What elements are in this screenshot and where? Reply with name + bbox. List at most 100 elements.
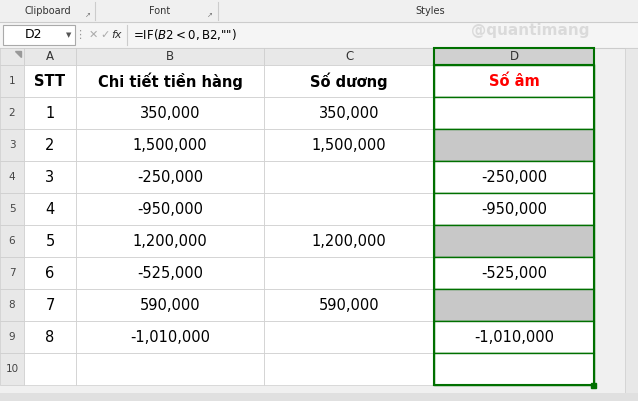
Text: 1,500,000: 1,500,000 — [312, 138, 387, 152]
Bar — [0, 225, 24, 257]
Text: Styles: Styles — [415, 6, 445, 16]
Bar — [0, 0, 638, 22]
Text: 1,500,000: 1,500,000 — [133, 138, 207, 152]
Text: -1,010,000: -1,010,000 — [474, 330, 554, 344]
Text: ↗: ↗ — [207, 12, 213, 18]
Bar — [0, 393, 638, 401]
Bar — [3, 25, 75, 45]
Text: 1: 1 — [45, 105, 55, 120]
Bar — [434, 353, 594, 385]
Bar — [0, 161, 24, 193]
Text: Chi tiết tiền hàng: Chi tiết tiền hàng — [98, 72, 242, 90]
Bar — [0, 353, 24, 385]
Bar — [0, 48, 24, 65]
Text: D: D — [509, 50, 519, 63]
Text: 9: 9 — [9, 332, 15, 342]
Text: -950,000: -950,000 — [481, 201, 547, 217]
Bar — [76, 225, 264, 257]
Bar — [0, 257, 24, 289]
Bar — [24, 225, 76, 257]
Bar — [24, 289, 76, 321]
Bar — [264, 353, 434, 385]
Text: ✕: ✕ — [88, 30, 98, 40]
Text: Clipboard: Clipboard — [25, 6, 71, 16]
Bar — [264, 321, 434, 353]
Bar — [24, 97, 76, 129]
Text: -525,000: -525,000 — [481, 265, 547, 281]
Text: -525,000: -525,000 — [137, 265, 203, 281]
Text: B: B — [166, 50, 174, 63]
Bar — [264, 65, 434, 97]
Text: 1,200,000: 1,200,000 — [311, 233, 387, 249]
Text: 590,000: 590,000 — [319, 298, 380, 312]
Bar — [0, 321, 24, 353]
Text: 1: 1 — [9, 76, 15, 86]
Bar — [24, 48, 76, 65]
Bar — [264, 97, 434, 129]
Text: 4: 4 — [45, 201, 55, 217]
Text: 5: 5 — [45, 233, 55, 249]
Text: ▼: ▼ — [66, 32, 71, 38]
Text: 5: 5 — [9, 204, 15, 214]
Text: 7: 7 — [9, 268, 15, 278]
Text: ✓: ✓ — [100, 30, 110, 40]
Bar — [24, 257, 76, 289]
Text: A: A — [46, 50, 54, 63]
Bar — [434, 321, 594, 353]
Bar — [24, 129, 76, 161]
Text: 8: 8 — [9, 300, 15, 310]
Bar — [434, 161, 594, 193]
Text: =IF($B2<0,$B2,""): =IF($B2<0,$B2,"") — [133, 28, 237, 43]
Text: 4: 4 — [9, 172, 15, 182]
Text: 7: 7 — [45, 298, 55, 312]
Text: D2: D2 — [26, 28, 43, 41]
Bar — [625, 48, 638, 401]
Bar — [264, 129, 434, 161]
Bar — [264, 48, 434, 65]
Text: STT: STT — [34, 73, 66, 89]
Text: -250,000: -250,000 — [137, 170, 203, 184]
Bar — [76, 193, 264, 225]
Bar — [434, 48, 594, 65]
Polygon shape — [15, 51, 21, 57]
Text: 590,000: 590,000 — [140, 298, 200, 312]
Bar — [264, 193, 434, 225]
Bar — [0, 129, 24, 161]
Bar — [264, 257, 434, 289]
Text: Số dương: Số dương — [310, 72, 388, 90]
Text: Số âm: Số âm — [489, 73, 539, 89]
Text: 3: 3 — [9, 140, 15, 150]
Text: 2: 2 — [9, 108, 15, 118]
Bar — [264, 225, 434, 257]
Text: 350,000: 350,000 — [140, 105, 200, 120]
Bar — [0, 193, 24, 225]
Text: Font: Font — [149, 6, 170, 16]
Text: 6: 6 — [9, 236, 15, 246]
Text: 8: 8 — [45, 330, 55, 344]
Bar — [24, 353, 76, 385]
Bar — [434, 65, 594, 97]
Bar — [434, 193, 594, 225]
Bar — [76, 321, 264, 353]
Bar — [434, 289, 594, 321]
Bar — [434, 129, 594, 161]
Bar — [0, 97, 24, 129]
Bar — [76, 289, 264, 321]
Text: 2: 2 — [45, 138, 55, 152]
Text: -1,010,000: -1,010,000 — [130, 330, 210, 344]
Bar — [76, 129, 264, 161]
Text: 3: 3 — [45, 170, 55, 184]
Text: 6: 6 — [45, 265, 55, 281]
Bar — [264, 161, 434, 193]
Bar — [591, 383, 596, 388]
Text: fx: fx — [112, 30, 122, 40]
Bar — [0, 22, 638, 48]
Text: C: C — [345, 50, 353, 63]
Text: 350,000: 350,000 — [319, 105, 379, 120]
Text: 10: 10 — [6, 364, 19, 374]
Text: -250,000: -250,000 — [481, 170, 547, 184]
Bar — [76, 48, 264, 65]
Text: -950,000: -950,000 — [137, 201, 203, 217]
Text: @quantimang: @quantimang — [471, 22, 590, 38]
Bar — [24, 161, 76, 193]
